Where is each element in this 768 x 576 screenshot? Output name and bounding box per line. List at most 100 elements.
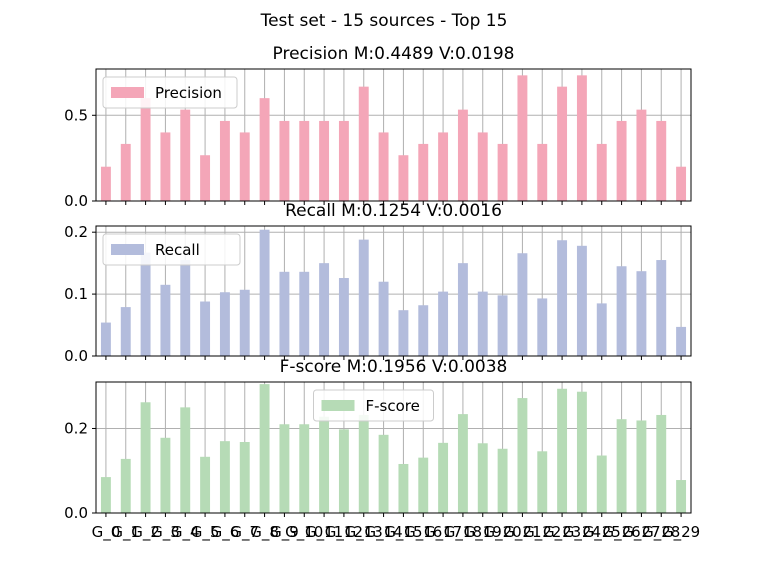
bar-G_17: [438, 442, 449, 513]
y-tick-label: 0.0: [64, 504, 88, 522]
axes-frame: [95, 68, 692, 202]
x-tick-label: G_7: [230, 523, 259, 542]
bar-G_24: [576, 245, 587, 356]
bar-G_0: [100, 477, 111, 513]
bar-G_20: [497, 448, 508, 513]
bar-G_0: [100, 322, 111, 356]
bar-G_22: [537, 451, 548, 513]
x-tick-label: G_11: [305, 523, 343, 542]
y-tick-label: 0.0: [64, 347, 88, 365]
bar-G_19: [477, 132, 488, 201]
legend: F-score: [313, 389, 434, 422]
bar-G_12: [338, 429, 349, 513]
axes-frame: [95, 225, 692, 357]
x-tick-label: G_20: [483, 523, 521, 542]
x-tick-label: G_3: [151, 523, 180, 542]
bar-G_29: [676, 480, 687, 513]
y-tick-label: 0.5: [64, 106, 88, 124]
bar-G_23: [557, 86, 568, 201]
bar-G_9: [279, 120, 290, 201]
bar-G_7: [239, 442, 250, 513]
bar-G_18: [457, 109, 468, 201]
bar-G_2: [140, 402, 151, 513]
bar-G_13: [358, 239, 369, 356]
bar-G_24: [576, 75, 587, 201]
legend-swatch: [111, 244, 144, 255]
bar-G_3: [160, 437, 171, 513]
bar-G_22: [537, 143, 548, 201]
x-tick-label: G_23: [543, 523, 581, 542]
x-tick-label: G_27: [622, 523, 660, 542]
bar-G_8: [259, 98, 270, 201]
x-tick-label: G_17: [424, 523, 462, 542]
bar-G_4: [180, 407, 191, 513]
bar-G_19: [477, 443, 488, 513]
bar-G_10: [299, 271, 310, 356]
bar-G_25: [596, 143, 607, 201]
bar-G_21: [517, 75, 528, 201]
y-tick-label: 0.2: [64, 223, 88, 241]
bar-G_18: [457, 414, 468, 513]
bar-G_11: [319, 416, 330, 513]
bar-G_6: [219, 441, 230, 513]
bar-G_16: [418, 143, 429, 201]
x-tick-label: G_14: [364, 523, 402, 542]
bar-G_13: [358, 86, 369, 201]
bar-G_21: [517, 398, 528, 513]
x-tick-label: G_24: [563, 523, 601, 542]
legend-swatch: [111, 87, 144, 98]
x-tick-label: G_0: [92, 523, 121, 542]
bar-G_4: [180, 109, 191, 201]
bar-G_19: [477, 291, 488, 356]
x-tick-label: G_26: [602, 523, 640, 542]
bar-G_27: [636, 420, 647, 513]
bar-G_23: [557, 240, 568, 356]
bar-G_17: [438, 291, 449, 356]
bar-G_5: [200, 301, 211, 356]
bar-G_12: [338, 120, 349, 201]
legend-swatch: [321, 400, 355, 411]
figure-suptitle: Test set - 15 sources - Top 15: [260, 11, 508, 31]
bar-G_7: [239, 132, 250, 201]
bar-G_14: [378, 281, 389, 356]
bar-G_15: [398, 463, 409, 513]
chart-panel-3: 0.0 0.2 G_0G_1G_2G_3G_4G_5G_6G_7G_8G_9G_10…: [64, 357, 700, 542]
bar-G_23: [557, 388, 568, 513]
bar-G_1: [120, 307, 131, 356]
x-tick-label: G_12: [325, 523, 363, 542]
bar-G_16: [418, 457, 429, 513]
x-tick-label: G_4: [171, 523, 200, 542]
chart-panel-1: 0.0 0.5 Precision M:0.4489 V:0.0198 Precisi…: [64, 44, 692, 210]
legend-box: [313, 389, 434, 422]
y-tick-label: 0.1: [64, 285, 88, 303]
bar-G_1: [120, 143, 131, 201]
x-tick-label: G_22: [523, 523, 561, 542]
chart-title: Precision M:0.4489 V:0.0198: [273, 44, 515, 64]
bar-G_9: [279, 271, 290, 356]
bar-G_6: [219, 120, 230, 201]
bar-G_11: [319, 120, 330, 201]
bar-G_5: [200, 155, 211, 201]
bar-G_10: [299, 120, 310, 201]
bar-G_16: [418, 305, 429, 356]
bar-G_17: [438, 132, 449, 201]
bar-G_28: [656, 414, 667, 513]
bar-G_15: [398, 155, 409, 201]
x-tick-label: G_10: [285, 523, 323, 542]
legend-label: F-score: [366, 397, 420, 415]
x-tick-label: G_21: [503, 523, 541, 542]
x-tick-label: G_15: [384, 523, 422, 542]
x-tick-label: G_8: [250, 523, 279, 542]
chart-title: Recall M:0.1254 V:0.0016: [285, 201, 502, 221]
x-tick-label: G_28: [642, 523, 680, 542]
bar-G_7: [239, 289, 250, 356]
chart-title: F-score M:0.1956 V:0.0038: [280, 357, 508, 377]
x-tick-label: G_18: [444, 523, 482, 542]
x-tick-label: G_29: [662, 523, 700, 542]
x-tick-label: G_19: [464, 523, 502, 542]
bar-G_24: [576, 391, 587, 513]
bar-G_10: [299, 424, 310, 513]
bar-G_25: [596, 303, 607, 356]
bar-G_9: [279, 424, 290, 513]
